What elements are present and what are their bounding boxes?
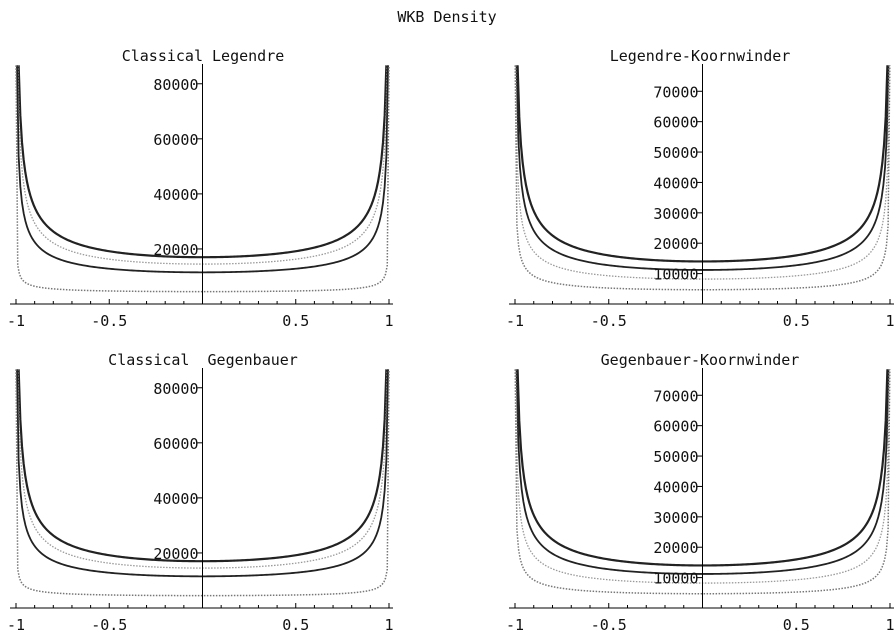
panel-classical-gegenbauer: Classical Gegenbauer -1 -0.5 0.5 1 20000 40000… (7, 351, 394, 634)
series-line-4 (15, 65, 390, 293)
y-tick-label: 10000 (653, 570, 698, 588)
y-tick-label: 30000 (653, 205, 698, 223)
x-tick-label: 1 (885, 312, 894, 330)
x-tick-label: -0.5 (591, 616, 627, 634)
series-line-4 (514, 65, 891, 291)
panel-legendre-koornwinder: Legendre-Koornwinder -1 -0.5 0.5 1 10000 20000… (506, 47, 894, 330)
y-tick-label: 20000 (153, 241, 198, 259)
x-tick-label: 1 (384, 312, 393, 330)
x-tick-label: -1 (506, 312, 524, 330)
x-tick-label: 1 (384, 616, 393, 634)
y-tick-label: 80000 (153, 76, 198, 94)
series-line-4 (15, 369, 390, 597)
y-tick-label: 40000 (653, 174, 698, 192)
panel-gegenbauer-koornwinder: Gegenbauer-Koornwinder -1 -0.5 0.5 1 10000 200… (506, 351, 894, 634)
panel-classical-legendre: Classical Legendre -1 -0.5 0.5 1 20000 40000 60… (7, 47, 394, 330)
y-tick-label: 20000 (153, 545, 198, 563)
panel-title: Gegenbauer-Koornwinder (601, 351, 800, 369)
x-tick-label: -0.5 (91, 616, 127, 634)
panel-title: Legendre-Koornwinder (610, 47, 791, 65)
x-tick-label: -0.5 (91, 312, 127, 330)
y-tick-label: 70000 (653, 387, 698, 405)
y-tick-label: 60000 (153, 435, 198, 453)
y-tick-label: 20000 (653, 235, 698, 253)
y-tick-label: 40000 (653, 478, 698, 496)
y-tick-label: 60000 (153, 131, 198, 149)
y-tick-label: 30000 (653, 509, 698, 527)
y-tick-label: 60000 (653, 114, 698, 132)
y-tick-label: 20000 (653, 539, 698, 557)
x-tick-label: 0.5 (282, 616, 309, 634)
y-tick-label: 80000 (153, 380, 198, 398)
x-tick-label: 0.5 (783, 312, 810, 330)
x-tick-label: 1 (885, 616, 894, 634)
panel-title: Classical Legendre (122, 47, 285, 65)
panel-title: Classical Gegenbauer (108, 351, 298, 369)
x-tick-label: -1 (7, 312, 25, 330)
y-tick-label: 50000 (653, 448, 698, 466)
x-tick-label: -0.5 (591, 312, 627, 330)
y-tick-label: 70000 (653, 83, 698, 101)
figure-title: WKB Density (397, 8, 496, 26)
y-tick-label: 10000 (653, 266, 698, 284)
y-tick-label: 40000 (153, 186, 198, 204)
x-tick-label: 0.5 (783, 616, 810, 634)
y-tick-label: 50000 (653, 144, 698, 162)
x-tick-label: -1 (7, 616, 25, 634)
y-tick-label: 40000 (153, 490, 198, 508)
x-tick-label: -1 (506, 616, 524, 634)
y-tick-label: 60000 (653, 418, 698, 436)
x-tick-label: 0.5 (282, 312, 309, 330)
series-line-4 (514, 369, 891, 595)
